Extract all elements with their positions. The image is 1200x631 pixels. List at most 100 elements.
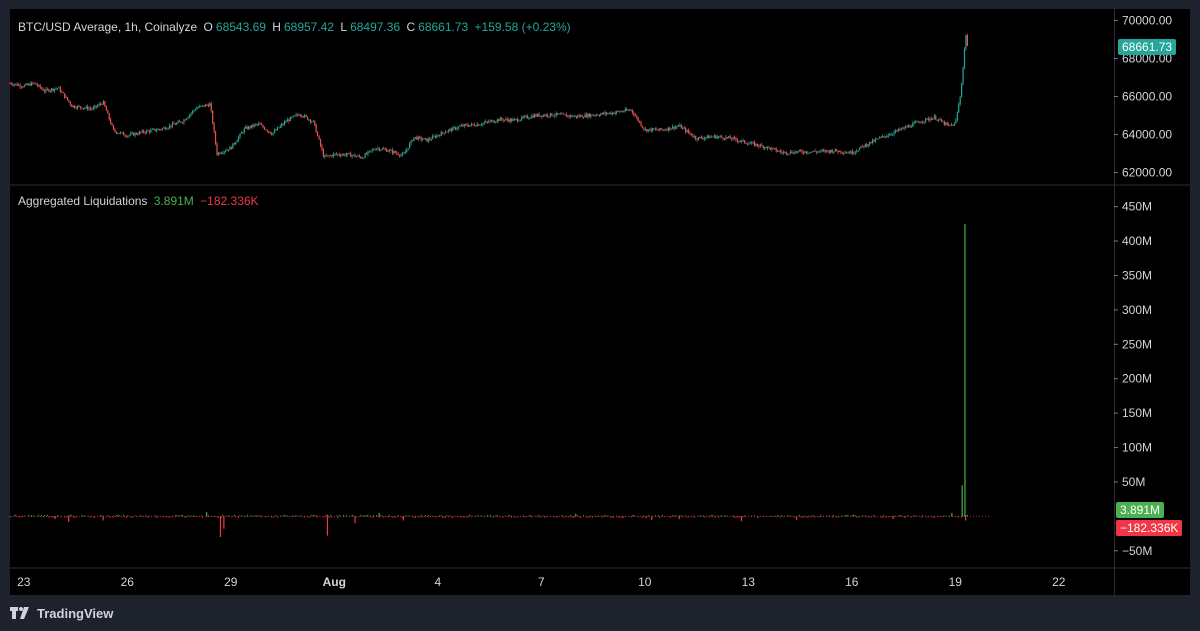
candle-body — [337, 154, 339, 156]
price-candle — [348, 152, 350, 154]
candle-body — [351, 155, 353, 157]
candle-body — [430, 139, 432, 141]
candle-body — [262, 125, 264, 128]
candle-body — [769, 147, 772, 150]
price-candle — [853, 151, 855, 155]
candle-body — [292, 115, 294, 118]
price-candle — [245, 124, 247, 129]
candle-body — [742, 140, 744, 141]
candle-body — [828, 150, 830, 153]
candle-body — [650, 128, 652, 132]
candle-body — [131, 132, 133, 134]
candle-body — [394, 151, 396, 153]
price-candle — [143, 129, 145, 134]
price-candle — [526, 114, 529, 119]
price-candle — [943, 120, 945, 127]
price-candle — [424, 137, 427, 141]
price-candle — [16, 82, 18, 86]
price-candle — [390, 148, 392, 151]
candle-body — [364, 153, 366, 158]
candle-body — [13, 84, 15, 86]
candle-body — [18, 84, 20, 86]
candle-body — [23, 85, 25, 87]
candle-body — [825, 150, 828, 152]
price-candle — [562, 113, 565, 115]
candle-body — [427, 138, 429, 142]
price-candle — [437, 135, 439, 137]
candle-body — [923, 121, 925, 123]
price-candle — [180, 121, 182, 124]
price-candle — [630, 109, 632, 112]
chart-frame[interactable] — [10, 9, 1190, 595]
footer-brand[interactable]: TradingView — [10, 603, 113, 623]
candle-body — [689, 132, 691, 134]
candle-body — [452, 127, 454, 131]
price-candle — [597, 114, 599, 116]
price-candle — [961, 82, 963, 98]
price-candle — [946, 121, 948, 126]
price-candle — [769, 147, 772, 151]
candle-body — [731, 138, 733, 140]
candle-body — [429, 138, 431, 140]
price-candle — [364, 152, 366, 159]
candle-body — [662, 129, 664, 131]
price-candle — [939, 117, 941, 121]
candle-body — [219, 152, 221, 154]
price-candle — [686, 129, 688, 133]
candle-body — [548, 116, 550, 118]
candle-body — [866, 144, 868, 147]
price-candle — [591, 114, 593, 116]
price-candle — [120, 131, 122, 135]
candle-body — [87, 106, 89, 110]
price-candle — [52, 87, 54, 93]
candle-body — [46, 88, 48, 90]
candle-body — [837, 151, 839, 153]
price-candle — [916, 120, 918, 123]
price-candle — [922, 120, 924, 125]
candle-body — [817, 151, 819, 153]
price-candle — [578, 113, 580, 118]
liq-long-badge: 3.891M — [1116, 502, 1165, 518]
price-candle — [173, 121, 175, 125]
candle-body — [797, 151, 799, 153]
candle-body — [800, 150, 802, 151]
candle-body — [939, 119, 941, 121]
candle-body — [640, 121, 642, 126]
candle-body — [673, 126, 675, 129]
price-candle — [271, 131, 273, 136]
price-candle — [643, 127, 645, 132]
candle-body — [555, 113, 557, 116]
price-candle — [351, 154, 353, 159]
candle-body — [25, 83, 27, 86]
liq-tick-label: 350M — [1122, 268, 1152, 282]
candle-body — [256, 124, 258, 126]
price-candle — [784, 151, 786, 154]
price-candle — [472, 123, 474, 126]
change-value: +159.58 (+0.23%) — [474, 20, 571, 34]
price-candle — [938, 118, 940, 123]
price-candle — [782, 150, 784, 156]
candle-body — [398, 154, 401, 156]
price-candle — [166, 127, 168, 130]
price-candle — [457, 126, 460, 131]
candle-body — [948, 124, 950, 126]
price-candle — [933, 113, 935, 120]
candle-body — [628, 109, 631, 111]
price-candle — [49, 89, 51, 94]
candle-body — [709, 136, 711, 139]
price-candle — [818, 151, 820, 153]
price-candle — [144, 131, 146, 135]
candle-body — [834, 149, 836, 152]
price-candle — [226, 147, 228, 152]
candle-body — [164, 127, 166, 130]
candle-body — [157, 129, 159, 131]
price-candle — [772, 147, 774, 150]
price-candle — [94, 104, 96, 110]
price-candle — [469, 125, 471, 127]
candle-body — [88, 108, 90, 110]
candle-body — [956, 112, 958, 121]
candle-body — [443, 132, 445, 134]
price-candle — [498, 118, 500, 123]
price-candle — [403, 151, 405, 155]
